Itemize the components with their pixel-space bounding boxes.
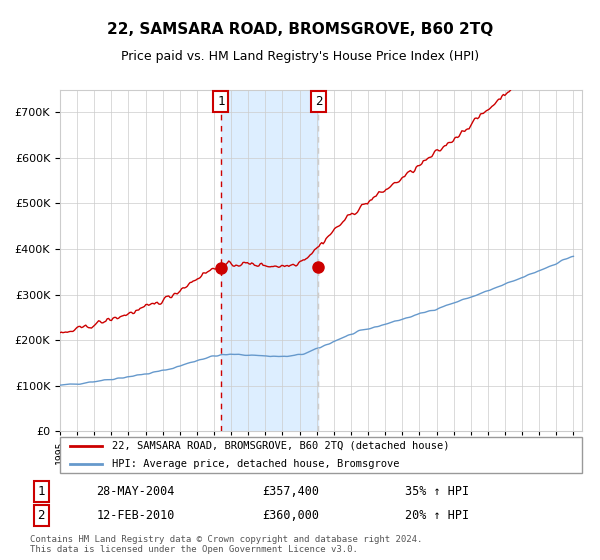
Text: 1: 1 (217, 95, 224, 108)
Text: HPI: Average price, detached house, Bromsgrove: HPI: Average price, detached house, Brom… (112, 459, 400, 469)
Bar (221, 90, 319, 431)
FancyBboxPatch shape (60, 437, 582, 473)
Text: 12-FEB-2010: 12-FEB-2010 (96, 508, 175, 522)
Text: £357,400: £357,400 (262, 485, 319, 498)
Text: 20% ↑ HPI: 20% ↑ HPI (406, 508, 469, 522)
Text: £360,000: £360,000 (262, 508, 319, 522)
Text: 22, SAMSARA ROAD, BROMSGROVE, B60 2TQ: 22, SAMSARA ROAD, BROMSGROVE, B60 2TQ (107, 22, 493, 38)
Text: 2: 2 (314, 95, 322, 108)
Text: 28-MAY-2004: 28-MAY-2004 (96, 485, 175, 498)
Text: Price paid vs. HM Land Registry's House Price Index (HPI): Price paid vs. HM Land Registry's House … (121, 50, 479, 63)
Text: 35% ↑ HPI: 35% ↑ HPI (406, 485, 469, 498)
Text: 2: 2 (37, 508, 45, 522)
Text: Contains HM Land Registry data © Crown copyright and database right 2024.
This d: Contains HM Land Registry data © Crown c… (30, 535, 422, 554)
Text: 1: 1 (37, 485, 45, 498)
Text: 22, SAMSARA ROAD, BROMSGROVE, B60 2TQ (detached house): 22, SAMSARA ROAD, BROMSGROVE, B60 2TQ (d… (112, 441, 450, 451)
